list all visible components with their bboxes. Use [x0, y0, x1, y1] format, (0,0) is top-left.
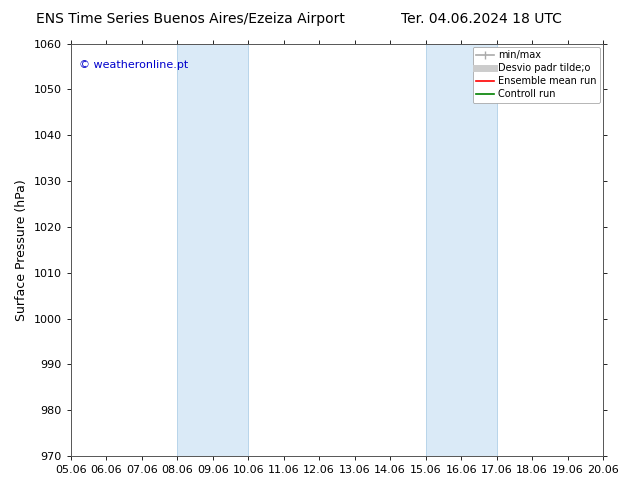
Legend: min/max, Desvio padr tilde;o, Ensemble mean run, Controll run: min/max, Desvio padr tilde;o, Ensemble m…: [472, 47, 600, 103]
Y-axis label: Surface Pressure (hPa): Surface Pressure (hPa): [15, 179, 28, 320]
Text: Ter. 04.06.2024 18 UTC: Ter. 04.06.2024 18 UTC: [401, 12, 562, 26]
Text: © weatheronline.pt: © weatheronline.pt: [79, 60, 188, 70]
Bar: [177, 44, 248, 456]
Bar: [425, 44, 496, 456]
Text: ENS Time Series Buenos Aires/Ezeiza Airport: ENS Time Series Buenos Aires/Ezeiza Airp…: [36, 12, 345, 26]
